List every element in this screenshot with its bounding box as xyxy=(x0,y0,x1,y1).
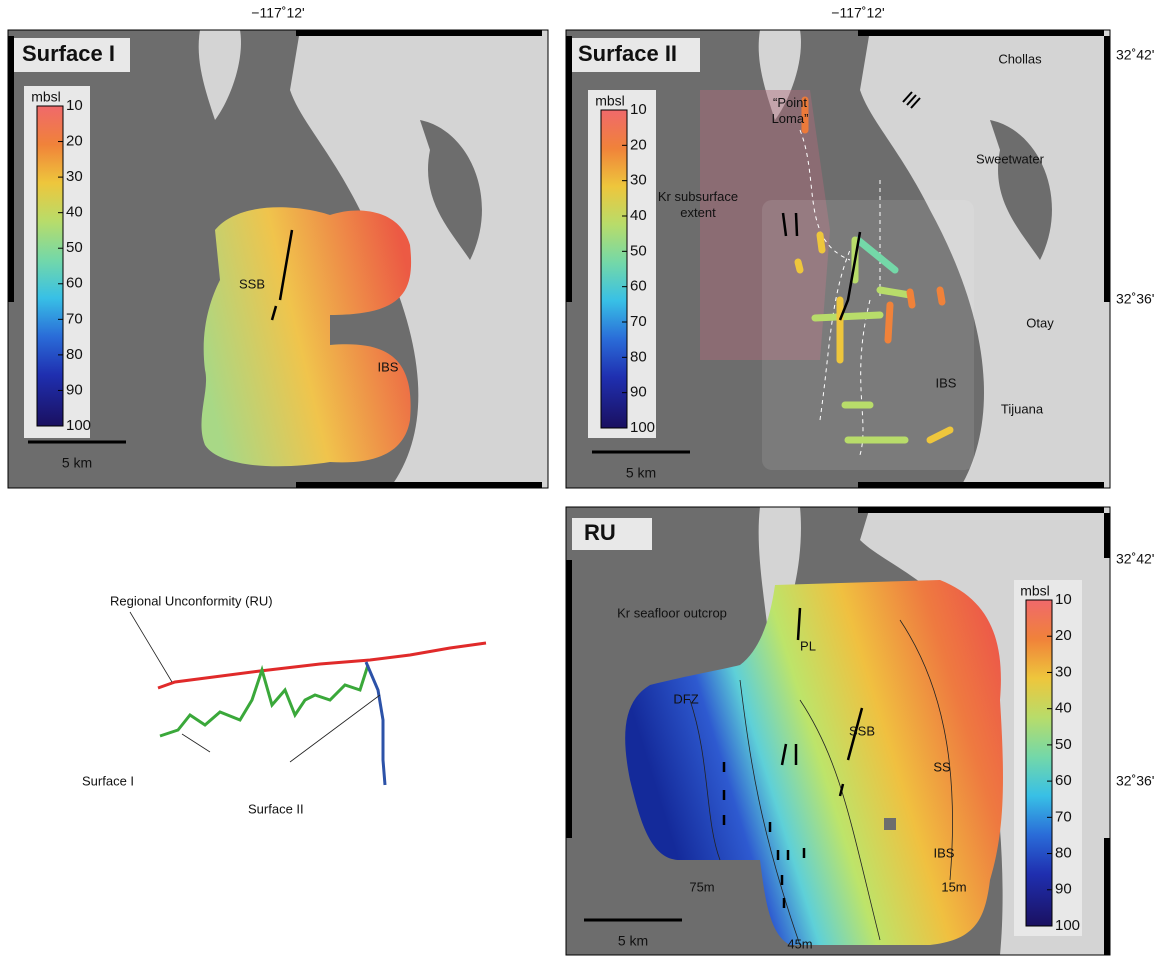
colorbar-tick-label: 50 xyxy=(1055,736,1072,753)
colorbar-tick-label: 30 xyxy=(630,172,647,189)
colorbar-tick-label: 20 xyxy=(66,133,83,150)
map-label: PL xyxy=(800,638,816,653)
map-label: Tijuana xyxy=(1001,401,1044,416)
colorbar-tick-label: 60 xyxy=(630,278,647,295)
coordinate-label: 32˚36' xyxy=(1116,773,1154,789)
colorbar-tick-label: 10 xyxy=(66,97,83,114)
colorbar xyxy=(37,106,63,426)
colorbar-tick-label: 50 xyxy=(66,239,83,256)
colorbar-tick-label: 60 xyxy=(66,275,83,292)
map-label: SSB xyxy=(239,276,265,291)
colorbar-unit: mbsl xyxy=(595,93,625,109)
ru-line xyxy=(158,643,486,688)
colorbar-tick-label: 50 xyxy=(630,242,647,259)
coordinate-label: 32˚36' xyxy=(1116,291,1154,307)
frame-tick xyxy=(566,36,572,302)
scale-bar-label: 5 km xyxy=(618,933,648,949)
panel-title: RU xyxy=(584,520,616,545)
scale-bar-label: 5 km xyxy=(626,465,656,481)
colorbar-tick-label: 80 xyxy=(66,346,83,363)
colorbar-tick-label: 100 xyxy=(66,417,91,434)
panel-title: Surface I xyxy=(22,41,115,66)
colorbar xyxy=(601,110,627,428)
colorbar-tick-label: 70 xyxy=(66,310,83,327)
frame-tick xyxy=(296,30,542,36)
colorbar-tick-label: 30 xyxy=(1055,663,1072,680)
diagram-label: Regional Unconformity (RU) xyxy=(110,593,273,608)
colorbar-unit: mbsl xyxy=(31,89,61,105)
surface1-line xyxy=(160,665,368,736)
frame-tick xyxy=(1104,36,1110,302)
colorbar-tick-label: 10 xyxy=(1055,591,1072,608)
gap xyxy=(884,818,896,830)
schematic xyxy=(130,612,486,785)
map-label: IBS xyxy=(934,845,955,860)
frame-tick xyxy=(1104,838,1110,955)
map-label: 75m xyxy=(689,879,714,894)
colorbar-tick-label: 30 xyxy=(66,168,83,185)
colorbar-tick-label: 90 xyxy=(66,381,83,398)
frame-tick xyxy=(566,560,572,838)
colorbar-unit: mbsl xyxy=(1020,583,1050,599)
colorbar-tick-label: 80 xyxy=(630,348,647,365)
colorbar-tick-label: 100 xyxy=(1055,917,1080,934)
colorbar-tick-label: 70 xyxy=(630,313,647,330)
colorbar-tick-label: 40 xyxy=(1055,700,1072,717)
colorbar-tick-label: 60 xyxy=(1055,772,1072,789)
colorbar-tick-label: 100 xyxy=(630,419,655,436)
map-label: Kr seafloor outcrop xyxy=(617,605,727,620)
colorbar-tick-label: 70 xyxy=(1055,808,1072,825)
frame-tick xyxy=(296,482,542,488)
frame-tick xyxy=(1104,513,1110,558)
map-label: Sweetwater xyxy=(976,151,1045,166)
map-label: 45m xyxy=(787,936,812,951)
map-label: IBS xyxy=(378,359,399,374)
colorbar-tick-label: 20 xyxy=(1055,627,1072,644)
frame-tick xyxy=(858,482,1104,488)
colorbar-tick-label: 80 xyxy=(1055,845,1072,862)
diagram-label: Surface I xyxy=(82,773,134,788)
colorbar-tick-label: 40 xyxy=(630,207,647,224)
frame-tick xyxy=(858,30,1104,36)
coordinate-label: 32˚42' xyxy=(1116,551,1154,567)
panel-title: Surface II xyxy=(578,41,677,66)
map-label: Otay xyxy=(1026,315,1054,330)
map-label: DFZ xyxy=(673,691,698,706)
frame-tick xyxy=(8,36,14,302)
frame-tick xyxy=(858,507,1104,513)
colorbar-tick-label: 90 xyxy=(630,384,647,401)
colorbar xyxy=(1026,600,1052,926)
coordinate-label: −117˚12' xyxy=(831,5,884,21)
colorbar-tick-label: 10 xyxy=(630,101,647,118)
figure: Surface I −117˚12' mbsl 10 20 30 40 50 60 70 80 90 1… xyxy=(0,0,1172,965)
map-label: SS xyxy=(933,759,951,774)
coordinate-label: 32˚42' xyxy=(1116,47,1154,63)
colorbar-tick-label: 20 xyxy=(630,136,647,153)
map-label: IBS xyxy=(936,375,957,390)
diagram-label: Surface II xyxy=(248,801,304,816)
survey-area xyxy=(762,200,974,470)
map-label: 15m xyxy=(941,879,966,894)
surface2-line xyxy=(366,662,385,785)
map-label: SSB xyxy=(849,723,875,738)
colorbar-tick-label: 40 xyxy=(66,204,83,221)
coordinate-label: −117˚12' xyxy=(251,5,304,21)
map-label: Chollas xyxy=(998,51,1042,66)
colorbar-tick-label: 90 xyxy=(1055,881,1072,898)
scale-bar-label: 5 km xyxy=(62,455,92,471)
